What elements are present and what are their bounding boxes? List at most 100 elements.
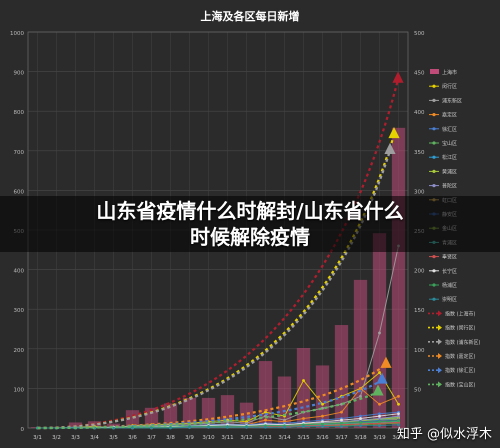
x-tick-label: 3/13 xyxy=(259,435,272,441)
x-tick-label: 3/6 xyxy=(128,435,137,441)
trend-arrowhead xyxy=(388,126,400,139)
series-point xyxy=(397,402,400,406)
series-point xyxy=(302,379,305,382)
series-point xyxy=(264,425,267,429)
series-point xyxy=(397,414,400,418)
y2-tick-label: 50 xyxy=(414,387,421,393)
y-tick-label: 1000 xyxy=(10,31,24,37)
legend-marker xyxy=(432,269,436,273)
x-axis: 3/1 3/2 3/3 3/4 3/5 3/6 3/7 3/8 3/9 3/10 3/11 3/12 3… xyxy=(33,435,405,441)
headline-line-1: 山东省疫情什么时解封/山东省什么 xyxy=(96,199,404,223)
legend-label: 崇明区 xyxy=(442,296,457,303)
x-tick-label: 3/20 xyxy=(392,435,405,441)
bar xyxy=(182,397,197,428)
series-point xyxy=(226,425,229,429)
legend-marker xyxy=(438,353,442,359)
x-tick-label: 3/12 xyxy=(240,435,252,441)
y2-tick-label: 450 xyxy=(414,71,425,77)
trend-arrowhead xyxy=(384,142,396,154)
y2-tick-label: 0 xyxy=(414,427,418,433)
y-tick-label: 100 xyxy=(14,387,25,393)
x-tick-label: 3/5 xyxy=(109,435,118,441)
series-point xyxy=(359,387,362,390)
bar xyxy=(334,325,349,428)
y2-tick-label: 300 xyxy=(414,189,425,195)
legend-marker xyxy=(432,169,436,173)
bar xyxy=(372,233,387,428)
x-tick-label: 3/9 xyxy=(185,435,194,441)
x-tick-label: 3/3 xyxy=(71,435,80,441)
legend-marker xyxy=(432,184,436,188)
series-point xyxy=(359,421,362,424)
series-point xyxy=(359,394,362,398)
x-tick-label: 3/14 xyxy=(278,435,291,441)
y2-tick-label: 500 xyxy=(414,31,425,37)
legend-label: 指数 (嘉定区) xyxy=(445,353,476,360)
x-tick-label: 3/15 xyxy=(297,435,310,441)
x-tick-label: 3/10 xyxy=(202,435,215,441)
x-tick-label: 3/2 xyxy=(52,435,61,441)
legend-label: 黄浦区 xyxy=(442,168,457,175)
series-point xyxy=(378,412,381,416)
x-tick-label: 3/8 xyxy=(166,435,175,441)
trend-arrowhead xyxy=(372,384,384,396)
grid-lines xyxy=(27,31,409,429)
legend-marker xyxy=(432,84,436,88)
y2-tick-label: 200 xyxy=(414,269,425,275)
legend-marker xyxy=(438,324,442,331)
series-point xyxy=(226,420,229,424)
x-tick-label: 3/11 xyxy=(221,435,233,441)
legend-label: 指数 (徐汇区) xyxy=(445,367,476,374)
legend-label: 徐汇区 xyxy=(442,126,457,133)
legend-marker xyxy=(432,127,436,131)
trend-line xyxy=(37,391,379,430)
legend-label: 杨浦区 xyxy=(442,282,457,289)
legend-marker xyxy=(432,98,436,102)
series-point xyxy=(321,420,324,424)
legend-marker xyxy=(432,113,436,117)
legend-swatch xyxy=(430,69,439,74)
legend-marker xyxy=(438,381,442,388)
legend-label: 奉贤区 xyxy=(442,254,457,261)
legend-marker xyxy=(438,310,442,317)
series-point xyxy=(397,394,400,398)
legend-label: 指数 (上海市) xyxy=(445,310,476,317)
legend-marker xyxy=(432,297,436,301)
x-tick-label: 3/1 xyxy=(33,435,42,441)
series-point xyxy=(207,425,210,429)
legend-marker xyxy=(438,338,442,345)
bar xyxy=(258,361,273,428)
series-point xyxy=(321,422,324,426)
y-tick-label: 200 xyxy=(14,348,25,354)
y2-tick-label: 400 xyxy=(414,110,425,116)
series-point xyxy=(131,426,134,430)
legend-label: 指数 (浦东新区) xyxy=(445,339,481,346)
series-point xyxy=(397,423,400,427)
series-point xyxy=(321,406,324,410)
series-point xyxy=(359,417,362,420)
zhihu-watermark: 知乎 @似水浮木 xyxy=(396,427,492,442)
series-point xyxy=(321,402,324,406)
bar xyxy=(144,407,159,428)
headline-line-2: 时候解除疫情 xyxy=(190,225,310,249)
bar xyxy=(125,410,140,428)
legend-label: 指数 (宝山区) xyxy=(445,381,476,388)
y-tick-label: 800 xyxy=(14,110,25,116)
bar xyxy=(353,279,368,428)
series-point xyxy=(340,410,343,414)
y-tick-label: 700 xyxy=(14,150,25,156)
legend-label: 宝山区 xyxy=(442,140,457,147)
series-point xyxy=(397,412,400,416)
bar xyxy=(391,127,406,428)
trend-arrowhead xyxy=(376,372,388,384)
legend-label: 长宁区 xyxy=(442,268,457,275)
legend-label: 嘉定区 xyxy=(442,112,457,119)
legend-marker xyxy=(432,255,436,259)
legend-label: 指数 (闵行区) xyxy=(445,325,476,332)
series-point xyxy=(359,414,362,418)
series-point xyxy=(283,425,286,429)
series-point xyxy=(397,419,400,423)
series-point xyxy=(264,418,267,422)
series-point xyxy=(321,414,324,418)
series-point xyxy=(340,425,343,428)
